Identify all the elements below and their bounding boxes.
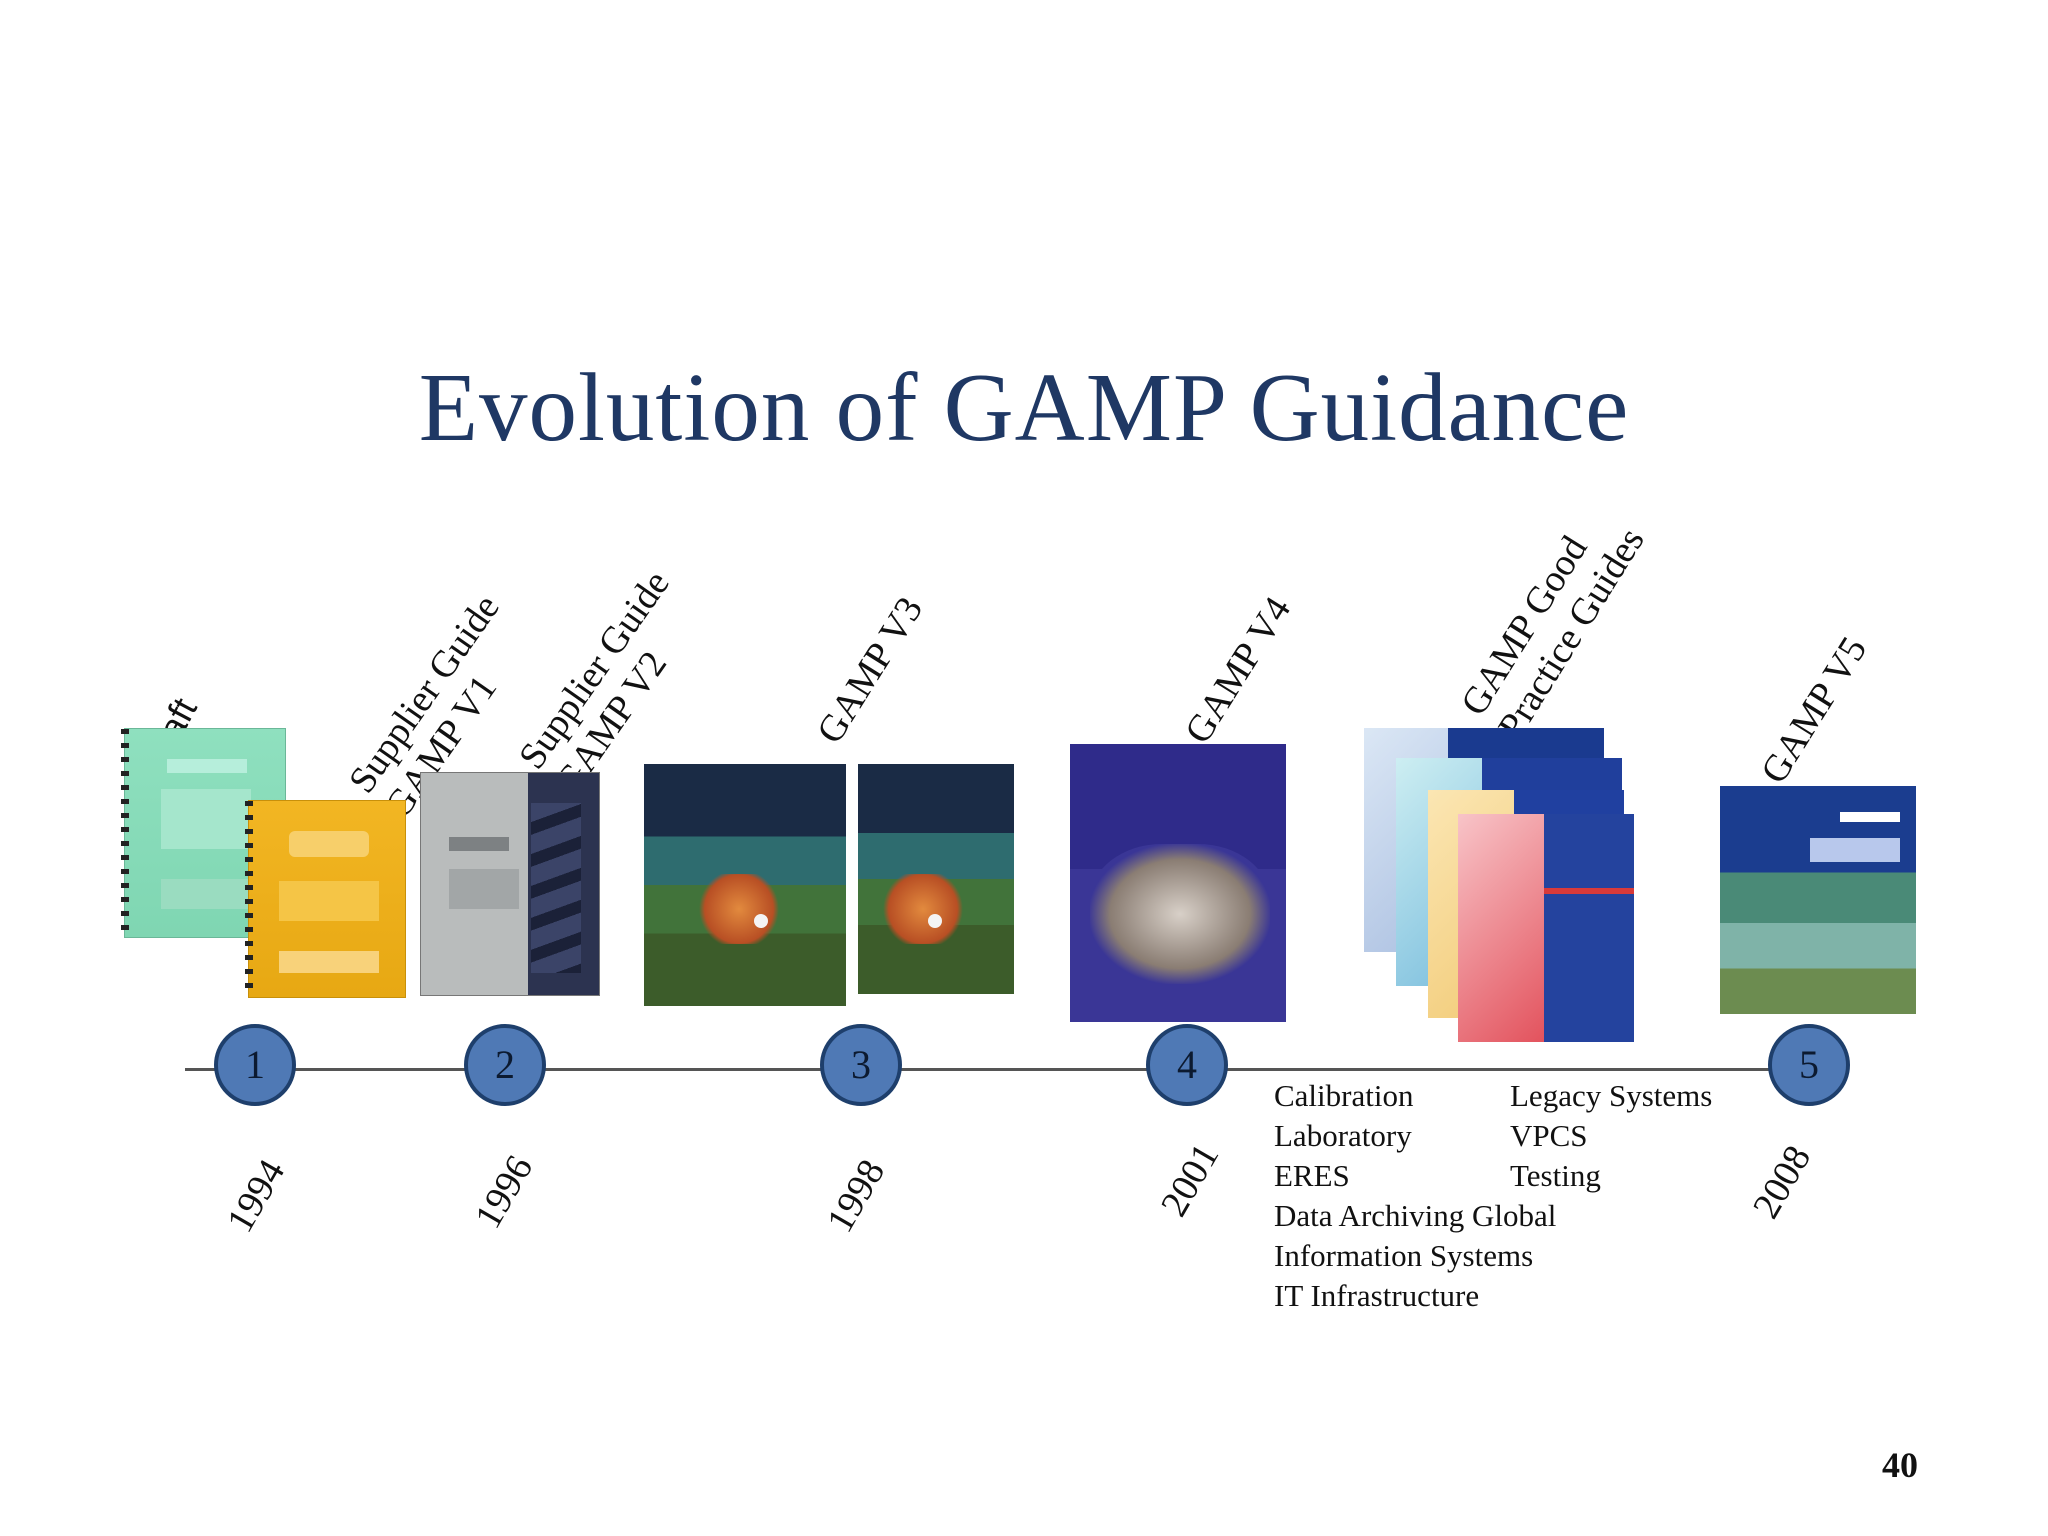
label-gamp-v5-text: GAMP V5: [1752, 629, 1876, 791]
good-practice-guide-list: Calibration Legacy Systems Laboratory VPCS…: [1274, 1076, 1712, 1316]
gamp-v5-book-image: [1720, 786, 1916, 1014]
label-gamp-v3-text: GAMP V3: [808, 589, 932, 751]
year-1998: 1998: [818, 1152, 894, 1240]
year-2008: 2008: [1744, 1138, 1820, 1226]
guide-row: Information Systems: [1274, 1236, 1712, 1276]
slide-title: Evolution of GAMP Guidance: [418, 354, 1630, 461]
guide-information-systems: Information Systems: [1274, 1238, 1534, 1273]
guide-row: IT Infrastructure: [1274, 1276, 1712, 1316]
guide-testing: Testing: [1510, 1158, 1601, 1193]
milestone-node-3: 3: [820, 1024, 902, 1106]
label-gamp-v4: GAMP V4: [1176, 589, 1300, 751]
gamp-v4-book-image: [1070, 744, 1286, 1022]
guide-it-infrastructure: IT Infrastructure: [1274, 1278, 1480, 1313]
label-gamp-v5: GAMP V5: [1752, 629, 1876, 791]
milestone-node-2: 2: [464, 1024, 546, 1106]
gamp-v3-book-image-b: [858, 764, 1014, 994]
gamp-v3-book-image-a: [644, 764, 846, 1006]
guide-row: ERES Testing: [1274, 1156, 1712, 1196]
label-gamp-good-practice: GAMP Good Practice Guides: [1452, 497, 1654, 747]
milestone-node-5: 5: [1768, 1024, 1850, 1106]
guide-calibration: Calibration: [1274, 1078, 1414, 1113]
year-1994: 1994: [218, 1152, 294, 1240]
guide-laboratory: Laboratory: [1274, 1118, 1412, 1153]
timeline-line: [185, 1068, 1835, 1071]
label-gamp-v4-text: GAMP V4: [1176, 589, 1300, 751]
guide-row: Laboratory VPCS: [1274, 1116, 1712, 1156]
page-number: 40: [1882, 1445, 1918, 1485]
year-1996: 1996: [466, 1148, 542, 1236]
guide-eres: ERES: [1274, 1158, 1350, 1193]
year-2001: 2001: [1152, 1136, 1228, 1224]
guide-row: Calibration Legacy Systems: [1274, 1076, 1712, 1116]
supplier-guide-v1-book-image: [245, 800, 406, 998]
guide-data-archiving-global: Data Archiving Global: [1274, 1198, 1557, 1233]
good-practice-guides-image: [1364, 728, 1654, 1042]
guide-row: Data Archiving Global: [1274, 1196, 1712, 1236]
guide-vpcs: VPCS: [1510, 1118, 1588, 1153]
label-gamp-v3: GAMP V3: [808, 589, 932, 751]
milestone-node-1: 1: [214, 1024, 296, 1106]
supplier-guide-v2-book-image: [420, 772, 600, 996]
guide-legacy-systems: Legacy Systems: [1510, 1078, 1713, 1113]
milestone-node-4: 4: [1146, 1024, 1228, 1106]
